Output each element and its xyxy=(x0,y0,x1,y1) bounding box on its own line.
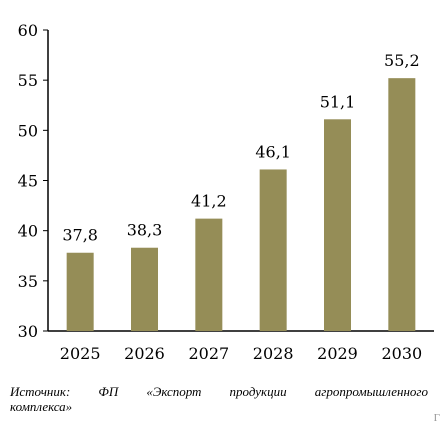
y-tick-label: 60 xyxy=(18,21,38,40)
source-line-2: комплекса» xyxy=(10,399,73,414)
data-label: 55,2 xyxy=(384,51,420,70)
bar-chart: 30 35 40 45 50 55 60 37,8 2025 38,3 2026 41,2 2027 46… xyxy=(18,21,434,363)
x-tick-label: 2026 xyxy=(124,344,165,363)
source-word-fp: ФП xyxy=(98,384,119,399)
x-tick-label: 2027 xyxy=(188,344,229,363)
data-label: 46,1 xyxy=(255,142,291,161)
source-note: Источник: ФП «Экспорт продукции агропром… xyxy=(10,384,428,414)
y-tick-label: 45 xyxy=(18,172,38,191)
x-tick-label: 2029 xyxy=(317,344,358,363)
source-word-export: «Экспорт xyxy=(146,384,202,399)
bar xyxy=(324,119,351,332)
data-label: 41,2 xyxy=(191,192,227,211)
data-label: 37,8 xyxy=(62,226,98,245)
y-tick-label: 50 xyxy=(18,121,38,140)
y-tick-label: 30 xyxy=(18,322,38,341)
bar xyxy=(259,169,287,331)
bar xyxy=(66,252,94,331)
x-tick-label: 2030 xyxy=(381,344,422,363)
source-word-agro: агропромышленного xyxy=(314,384,428,399)
y-tick-label: 40 xyxy=(18,222,38,241)
bar xyxy=(195,218,223,331)
x-tick-label: 2028 xyxy=(253,344,294,363)
bar xyxy=(131,247,158,331)
y-tick-label: 55 xyxy=(18,71,38,90)
x-tick-label: 2025 xyxy=(60,344,101,363)
data-label: 38,3 xyxy=(127,221,163,240)
bar xyxy=(388,78,416,331)
source-line-1: Источник: ФП «Экспорт продукции агропром… xyxy=(10,384,428,399)
corner-mark: Г xyxy=(433,412,440,424)
source-word-products: продукции xyxy=(229,384,287,399)
data-label: 51,1 xyxy=(320,92,356,111)
y-tick-label: 35 xyxy=(18,272,38,291)
source-word-label: Источник: xyxy=(10,384,71,399)
